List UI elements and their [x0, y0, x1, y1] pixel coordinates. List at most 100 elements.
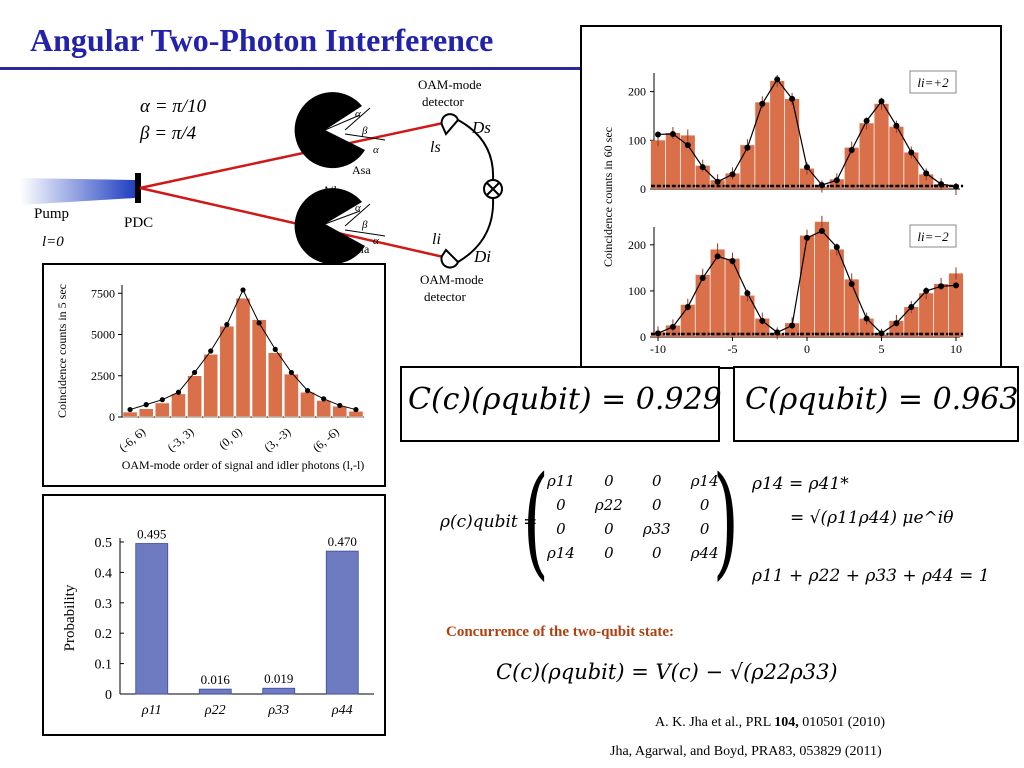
theory-point [744, 290, 751, 297]
alpha-mark-1: α [355, 108, 361, 120]
idler-beam [139, 186, 449, 260]
bar [799, 168, 815, 189]
di-label: Di [473, 247, 491, 266]
bar [650, 140, 666, 189]
panel-label-box [909, 70, 957, 94]
theory-point [304, 388, 311, 394]
matrix-cell: 0 [651, 496, 662, 514]
concurrence-left-box: C(c)(ρqubit) = 0.929 [400, 366, 722, 442]
rho14-line2: = √(ρ11ρ44) μe^iθ [790, 508, 954, 528]
y-tick-label: 0.1 [95, 658, 113, 673]
signal-aperture [294, 92, 365, 169]
oam-chart-panel: 0 2500 5000 7500 (-6, 6) (-3, 3) (0, 0) (3, -3)… [42, 263, 386, 487]
y-tick-label: 0 [640, 330, 646, 344]
y-tick-label: 100 [628, 133, 646, 147]
bar [219, 326, 235, 418]
concurrence-left-text: C(c)(ρqubit) = 0.929 [408, 382, 722, 417]
theory-point [804, 164, 810, 171]
x-tick-label: ρ22 [204, 703, 226, 718]
beta-mark-1: β [361, 125, 368, 137]
aia-label: Aia [352, 242, 370, 256]
bar [725, 258, 740, 337]
x-tick-label: ρ33 [267, 703, 289, 718]
theory-point [684, 142, 691, 149]
asa-label: Asa [352, 163, 371, 177]
matrix-cell: 0 [699, 496, 710, 514]
theory-point [833, 177, 840, 184]
theory-point [863, 117, 870, 124]
theory-point [729, 171, 736, 178]
y-tick-label: 100 [628, 284, 646, 298]
bar [135, 543, 169, 695]
theory-point [848, 147, 855, 154]
matrix-cell: 0 [556, 496, 566, 514]
theory-point [321, 396, 327, 402]
bar [171, 393, 186, 418]
title-underline [0, 67, 590, 70]
slide-title: Angular Two-Photon Interference [30, 22, 494, 58]
bar [138, 408, 154, 418]
bar [203, 354, 219, 418]
matrix-cell: 0 [604, 472, 614, 490]
panel-label-box [909, 224, 957, 248]
panel-label: li=−2 [917, 229, 949, 244]
det-top-label2: detector [422, 94, 465, 109]
theory-point [938, 181, 945, 188]
theory-point [818, 182, 825, 189]
bar [904, 307, 919, 337]
y-tick-label: 0.3 [95, 597, 113, 612]
bar-value-label: 0.470 [328, 534, 357, 549]
theory-point [272, 346, 278, 352]
theory-point [655, 131, 661, 138]
bar [934, 284, 949, 337]
li-coincidence-chart: 0 100 200 li=+2 0 100 200 li=−2 -10 -5 0 5 10 Coincid… [601, 70, 964, 356]
y-tick-label: 7500 [91, 286, 115, 300]
theory-point [908, 149, 915, 156]
bar [300, 392, 315, 418]
theory-point [863, 315, 870, 322]
x-tick-label: 0 [804, 342, 810, 356]
y-tick-label: 0.5 [95, 536, 113, 551]
matrix-cell: ρ44 [690, 544, 719, 562]
density-matrix: ρ11 0 0 ρ14 0 ρ22 0 0 0 0 ρ33 0 ρ14 0 0 ρ44 [536, 468, 730, 566]
beta-value: β = π/4 [139, 123, 197, 144]
y-tick-label: 0 [105, 688, 112, 703]
y-tick-label: 0 [640, 182, 646, 196]
theory-point [908, 304, 915, 311]
matrix-cell: ρ11 [547, 472, 575, 490]
bar [859, 123, 874, 189]
idler-detector [440, 248, 460, 269]
det-bot-label1: OAM-mode [420, 272, 484, 287]
alpha-mark-2: α [373, 144, 379, 156]
signal-beam [139, 120, 449, 190]
bar [814, 221, 829, 337]
theory-point [729, 257, 736, 264]
x-tick-label: ρ11 [141, 703, 162, 718]
idler-aperture [294, 188, 365, 265]
bar [799, 235, 815, 337]
theory-point [669, 130, 676, 137]
theory-point [804, 234, 810, 241]
oam-coincidence-chart: 0 2500 5000 7500 (-6, 6) (-3, 3) (0, 0) (3, -3)… [55, 284, 364, 472]
pump-beam [20, 178, 135, 205]
theory-point [669, 323, 676, 330]
theory-point [848, 281, 855, 287]
y-tick-label: 0 [109, 410, 115, 424]
theory-point [759, 317, 766, 324]
theory-point [744, 144, 751, 151]
y-axis-label: Coincidence counts in 5 sec [55, 284, 69, 418]
bar-value-label: 0.495 [137, 527, 166, 542]
theory-point [789, 95, 796, 102]
coincidence-wire-top [457, 119, 495, 181]
theory-point [759, 100, 766, 107]
pdc-crystal [135, 173, 141, 203]
theory-point [774, 329, 781, 336]
theory-point [878, 330, 885, 337]
theory-point [923, 287, 930, 294]
y-tick-label: 0.2 [95, 627, 113, 642]
theory-point [337, 402, 343, 409]
matrix-cell: ρ33 [642, 520, 671, 538]
probability-chart-panel: 0 0.1 0.2 0.3 0.4 0.5 0.495 ρ11 0.016 ρ22 0.019 ρ33… [42, 494, 386, 736]
x-tick-label: (-6, 6) [116, 425, 148, 455]
x-tick-label: -5 [728, 342, 738, 356]
